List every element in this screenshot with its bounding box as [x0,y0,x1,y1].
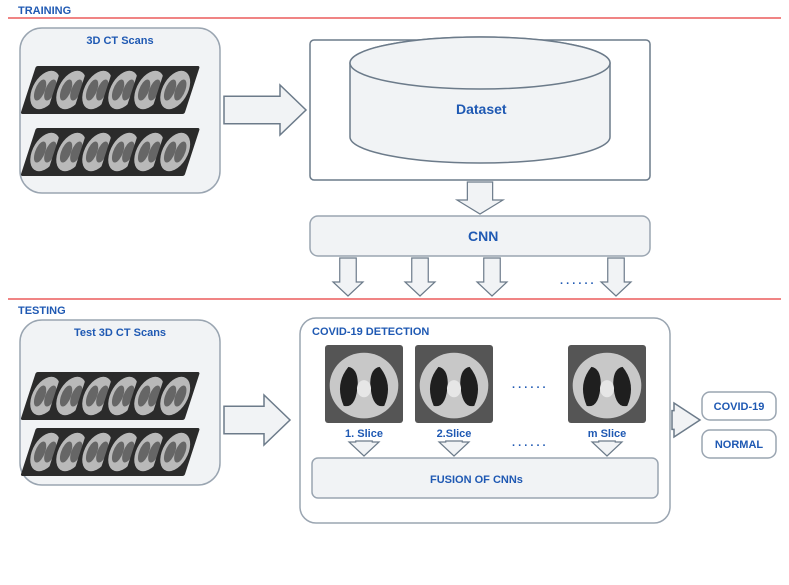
svg-text:m Slice: m Slice [588,428,627,440]
lung-slice [568,345,646,423]
svg-text:CNN: CNN [468,228,498,244]
svg-text:2.Slice: 2.Slice [437,428,472,440]
svg-text:. . . . . .: . . . . . . [512,437,546,449]
svg-text:3D CT Scans: 3D CT Scans [86,35,153,47]
svg-text:Test 3D CT Scans: Test 3D CT Scans [74,327,166,339]
lung-slice [415,345,493,423]
svg-text:. . . . . .: . . . . . . [512,379,546,391]
svg-text:NORMAL: NORMAL [715,439,764,451]
svg-text:COVID-19 DETECTION: COVID-19 DETECTION [312,326,429,338]
svg-text:TESTING: TESTING [18,305,66,317]
svg-text:Dataset: Dataset [456,101,507,117]
svg-text:TRAINING: TRAINING [18,5,71,17]
lung-slice [325,345,403,423]
svg-text:. . . . . .: . . . . . . [560,275,594,287]
svg-text:COVID-19: COVID-19 [714,401,765,413]
svg-text:FUSION OF CNNs: FUSION OF CNNs [430,474,523,486]
svg-text:1. Slice: 1. Slice [345,428,383,440]
diagram-root: TRAINING TESTING 3D CT Scans Dataset CNN . . … [0,0,789,585]
